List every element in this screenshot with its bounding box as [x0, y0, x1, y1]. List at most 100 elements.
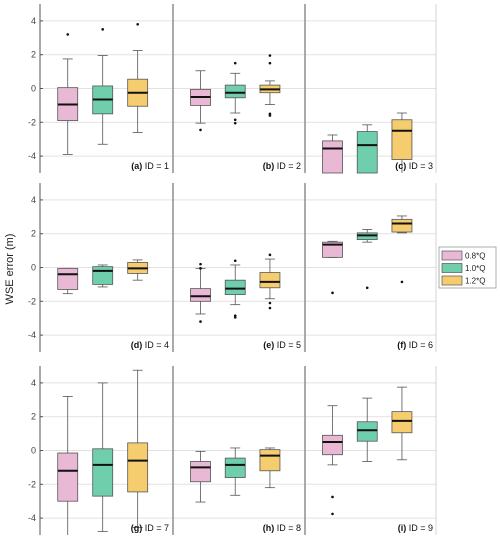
- outlier-point: [268, 301, 272, 305]
- y-axis-label: WSE error (m): [4, 234, 16, 305]
- panel-label-id: ID = 3: [406, 161, 433, 171]
- panel-label: (b) ID = 2: [263, 161, 301, 171]
- panel-label-letter: (f): [397, 340, 406, 350]
- y-tick-label: 2: [31, 412, 36, 422]
- box-iqr: [322, 140, 343, 174]
- y-tick-label: -4: [28, 513, 36, 523]
- box-1.2*Q: [391, 215, 413, 284]
- panel-label-letter: (c): [395, 161, 406, 171]
- box-0.8*Q: [322, 240, 343, 295]
- box-iqr: [57, 452, 79, 502]
- panel-label: (f) ID = 6: [397, 340, 433, 350]
- box-1.0*Q: [92, 382, 114, 533]
- box-1.0*Q: [356, 124, 378, 174]
- panel-5: (e) ID = 5: [172, 183, 304, 352]
- panel-label-letter: (i): [398, 523, 407, 533]
- y-tick-label: -2: [28, 296, 36, 306]
- box-0.8*Q: [190, 262, 211, 323]
- panel-label-id: ID = 1: [142, 161, 169, 171]
- box-1.0*Q: [92, 28, 114, 145]
- panel-label-letter: (g): [131, 523, 143, 533]
- y-tick-label: 4: [31, 16, 36, 26]
- panel-label: (c) ID = 3: [395, 161, 433, 171]
- outlier-point: [233, 118, 237, 122]
- outlier-point: [199, 128, 202, 132]
- box-iqr: [322, 241, 343, 258]
- panel-label-letter: (d): [131, 340, 143, 350]
- outlier-point: [233, 316, 237, 319]
- outlier-point: [199, 262, 202, 266]
- box-1.0*Q: [224, 259, 246, 319]
- box-iqr: [259, 272, 281, 289]
- panel-label-id: ID = 9: [406, 523, 433, 533]
- legend-swatch: [441, 250, 463, 261]
- box-1.2*Q: [259, 447, 281, 489]
- outlier-point: [66, 33, 70, 36]
- outlier-point: [365, 286, 369, 290]
- panel-3: (c) ID = 3: [304, 4, 437, 174]
- box-1.0*Q: [356, 397, 378, 462]
- panel-2: (b) ID = 2: [172, 4, 304, 173]
- outlier-point: [101, 28, 104, 31]
- outlier-point: [233, 61, 237, 65]
- outlier-point: [268, 114, 272, 117]
- outlier-point: [136, 22, 139, 26]
- y-tick-label: -2: [28, 479, 36, 489]
- outlier-point: [268, 306, 272, 310]
- legend-label: 0.8*Q: [465, 252, 485, 261]
- box-1.0*Q: [224, 61, 246, 125]
- panel-label: (g) ID = 7: [131, 523, 169, 533]
- y-tick-label: 0: [31, 446, 36, 456]
- box-1.0*Q: [92, 264, 114, 288]
- y-tick-label: 4: [31, 195, 36, 205]
- box-1.2*Q: [259, 253, 281, 310]
- box-iqr: [57, 267, 79, 290]
- box-1.2*Q: [391, 112, 413, 173]
- panel-9: (i) ID = 9: [304, 366, 437, 535]
- box-iqr: [92, 266, 114, 285]
- box-iqr: [391, 411, 413, 434]
- box-0.8*Q: [190, 70, 211, 132]
- legend-label: 1.2*Q: [465, 277, 485, 286]
- panel-label: (e) ID = 5: [263, 340, 301, 350]
- box-1.2*Q: [127, 369, 149, 528]
- panel-8: (h) ID = 8: [172, 366, 304, 535]
- panel-label: (h) ID = 8: [263, 523, 301, 533]
- panel-label-letter: (a): [131, 161, 142, 171]
- panel-7: 4 2 0 -2 -4 (g) ID = 7: [28, 366, 172, 535]
- box-0.8*Q: [322, 134, 343, 174]
- outlier-point: [268, 253, 272, 257]
- y-tick-label: 4: [31, 378, 36, 388]
- panel-label-letter: (h): [263, 523, 275, 533]
- box-iqr: [190, 461, 211, 483]
- box-iqr: [322, 434, 343, 456]
- outlier-point: [400, 280, 404, 284]
- y-tick-label: 0: [31, 84, 36, 94]
- box-iqr: [92, 448, 114, 497]
- outlier-point: [268, 61, 272, 65]
- panel-label-id: ID = 6: [406, 340, 433, 350]
- outlier-point: [233, 121, 237, 125]
- panel-label-id: ID = 5: [274, 340, 301, 350]
- box-iqr: [356, 421, 378, 442]
- panel-label-id: ID = 4: [142, 340, 169, 350]
- box-0.8*Q: [322, 405, 343, 516]
- panel-label-letter: (b): [263, 161, 275, 171]
- box-0.8*Q: [57, 396, 79, 535]
- panel-label-id: ID = 2: [274, 161, 301, 171]
- panel-1: 4 2 0 -2 -4 (a) ID = 1: [28, 4, 172, 173]
- panel-label-letter: (e): [263, 340, 274, 350]
- y-tick-label: 2: [31, 50, 36, 60]
- box-0.8*Q: [57, 33, 79, 155]
- box-iqr: [224, 457, 246, 478]
- outlier-point: [199, 320, 202, 323]
- box-iqr: [391, 218, 413, 233]
- legend-swatch: [441, 275, 463, 286]
- box-0.8*Q: [190, 450, 211, 503]
- outlier-point: [268, 54, 272, 57]
- outlier-point: [233, 259, 237, 263]
- box-iqr: [356, 131, 378, 174]
- y-tick-label: 0: [31, 263, 36, 273]
- panel-6: (f) ID = 6: [304, 183, 437, 352]
